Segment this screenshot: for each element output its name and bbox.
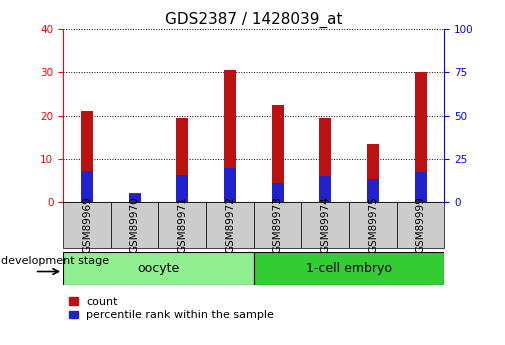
Text: GSM89973: GSM89973 [273, 197, 283, 254]
Bar [272, 105, 283, 202]
Bar [415, 72, 427, 202]
Text: development stage: development stage [1, 256, 110, 266]
Text: GSM89975: GSM89975 [368, 197, 378, 254]
Bar [159, 202, 206, 248]
Text: GSM89970: GSM89970 [130, 197, 139, 254]
Bar [63, 252, 254, 285]
Bar [367, 144, 379, 202]
Bar [349, 202, 397, 248]
Bar [415, 172, 427, 202]
Bar [206, 202, 254, 248]
Text: GSM89974: GSM89974 [320, 197, 330, 254]
Bar [301, 202, 349, 248]
Legend: count, percentile rank within the sample: count, percentile rank within the sample [69, 297, 274, 321]
Bar [81, 111, 93, 202]
Text: GSM89999: GSM89999 [416, 197, 426, 254]
Text: GSM89971: GSM89971 [177, 197, 187, 254]
Text: 1-cell embryo: 1-cell embryo [306, 262, 392, 275]
Bar [319, 176, 331, 202]
Bar [254, 252, 444, 285]
Title: GDS2387 / 1428039_at: GDS2387 / 1428039_at [165, 12, 342, 28]
Text: GSM89969: GSM89969 [82, 197, 92, 254]
Bar [63, 202, 111, 248]
Bar [129, 193, 140, 202]
Bar [176, 118, 188, 202]
Text: oocyte: oocyte [137, 262, 180, 275]
Bar [224, 70, 236, 202]
Bar [367, 179, 379, 202]
Bar [176, 175, 188, 202]
Bar [129, 194, 140, 202]
Text: GSM89972: GSM89972 [225, 197, 235, 254]
Bar [224, 168, 236, 202]
Bar [81, 171, 93, 202]
Bar [319, 118, 331, 202]
Bar [272, 183, 283, 202]
Bar [111, 202, 159, 248]
Bar [397, 202, 444, 248]
Bar [254, 202, 301, 248]
